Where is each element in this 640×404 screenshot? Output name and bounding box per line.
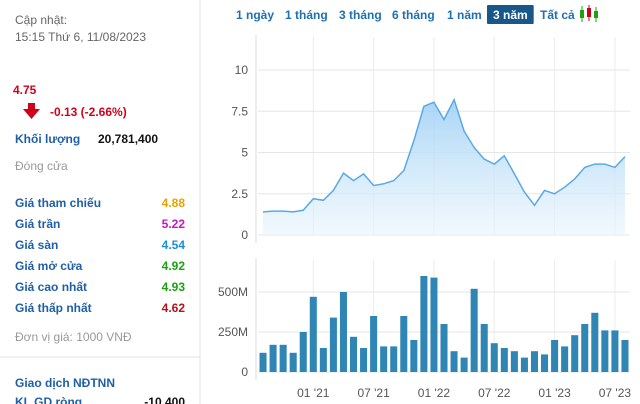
stat-label: Giá mở cửa <box>15 259 83 273</box>
left-panel <box>0 0 200 404</box>
tab[interactable]: 6 tháng <box>392 8 435 22</box>
status: Đóng cửa <box>15 159 68 173</box>
stat-value: 5.22 <box>162 217 186 231</box>
volume-bar <box>530 351 539 372</box>
stat-label: Giá tham chiếu <box>15 196 101 210</box>
volume-bar <box>400 316 408 372</box>
tab[interactable]: Tất cả <box>540 8 575 22</box>
x-tick-label: 07 '23 <box>599 386 632 400</box>
volume-bar <box>611 330 619 372</box>
volume-bar <box>450 351 458 372</box>
volume-bar <box>370 316 378 372</box>
stat-label: Giá cao nhất <box>15 280 87 294</box>
volume-bar <box>561 346 569 372</box>
foreign-label: KL GD ròng <box>15 395 82 404</box>
tabs: 1 ngày 1 tháng 3 tháng 6 tháng 1 năm 3 năm Tất… <box>236 5 575 24</box>
tab[interactable]: 1 năm <box>447 8 482 22</box>
volume-bar <box>510 351 518 372</box>
volume-bar <box>349 336 358 372</box>
volume-bar <box>319 348 327 372</box>
volume-bar <box>279 344 287 372</box>
x-tick-label: 01 '22 <box>418 386 451 400</box>
volume-bar <box>380 346 388 372</box>
x-tick-label: 07 '22 <box>478 386 511 400</box>
y-tick-label: 10 <box>235 63 249 77</box>
volume-bar <box>299 332 307 372</box>
volume-bar <box>430 277 438 372</box>
stat-value: 4.92 <box>162 259 186 273</box>
stat-label: Giá sàn <box>15 238 58 252</box>
stat-label: Giá thấp nhất <box>15 301 92 315</box>
volume-bar <box>500 348 508 372</box>
volume-bar <box>460 357 468 372</box>
updated-label: Cập nhật: <box>15 13 67 27</box>
price-line <box>262 97 626 213</box>
y-tick-label: 500M <box>218 285 248 299</box>
volume-bar <box>440 324 448 372</box>
down-arrow <box>23 103 40 119</box>
stat-value: 4.62 <box>162 301 186 315</box>
stats: Giá tham chiếu 4.88 Giá trần 5.22 Giá sàn 4.5… <box>15 196 185 315</box>
volume-bar <box>360 348 368 372</box>
stat-value: 4.93 <box>162 280 186 294</box>
x-tick-label: 07 '21 <box>357 386 390 400</box>
area <box>263 99 625 235</box>
price: 4.75 <box>13 83 37 97</box>
charts: 0 2.5 5 7.5 10 0 250M 500M 01 '21 07 '21 01 '22 07 … <box>218 35 631 400</box>
volume-bar <box>520 357 528 372</box>
volume-bar <box>390 346 398 372</box>
y-tick-label: 0 <box>241 228 248 242</box>
foreign-title: Giao dịch NĐTNN <box>15 376 115 390</box>
unit-note: Đơn vị giá: 1000 VNĐ <box>15 330 132 344</box>
volume-bar <box>339 292 347 372</box>
candle-icon[interactable] <box>580 5 598 22</box>
price-change: -0.13 (-2.66%) <box>50 105 127 119</box>
volume-bar <box>490 343 498 372</box>
updated-time: 15:15 Thứ 6, 11/08/2023 <box>15 30 146 44</box>
y-tick-label: 0 <box>241 365 248 379</box>
y-tick-label: 250M <box>218 325 248 339</box>
tab[interactable]: 1 tháng <box>285 8 328 22</box>
tab[interactable]: 3 năm <box>493 8 528 22</box>
volume-bar <box>591 312 599 372</box>
volume-bar <box>289 352 297 372</box>
y-tick-label: 7.5 <box>231 104 248 118</box>
volume-bar <box>329 317 337 372</box>
stat-value: 4.54 <box>162 238 186 252</box>
volume-bar <box>621 340 629 372</box>
y-tick-label: 5 <box>241 146 248 160</box>
volume-bar <box>581 324 589 372</box>
stat-label: Giá trần <box>15 217 60 231</box>
y-tick-label: 2.5 <box>231 187 248 201</box>
stat-value: 4.88 <box>162 196 186 210</box>
volume-bar <box>259 352 267 372</box>
volume-bar <box>601 330 609 372</box>
x-tick-label: 01 '21 <box>297 386 330 400</box>
volume-bar <box>420 276 428 372</box>
volume-label: Khối lượng <box>15 132 80 146</box>
volume-bar <box>269 344 277 372</box>
volume-value: 20,781,400 <box>98 132 158 146</box>
volume-bar <box>470 288 478 372</box>
volume-bar <box>541 354 549 372</box>
volume-bar <box>480 324 488 372</box>
volume-bar <box>571 335 579 372</box>
x-tick-label: 01 '23 <box>538 386 571 400</box>
tab[interactable]: 1 ngày <box>236 8 274 22</box>
volume-bar <box>410 340 418 372</box>
volume-bar <box>309 296 317 372</box>
tab[interactable]: 3 tháng <box>339 8 382 22</box>
foreign-value: -10,400 <box>144 395 185 404</box>
volume-bar <box>551 340 559 372</box>
tab-selected-bg[interactable] <box>487 5 534 24</box>
